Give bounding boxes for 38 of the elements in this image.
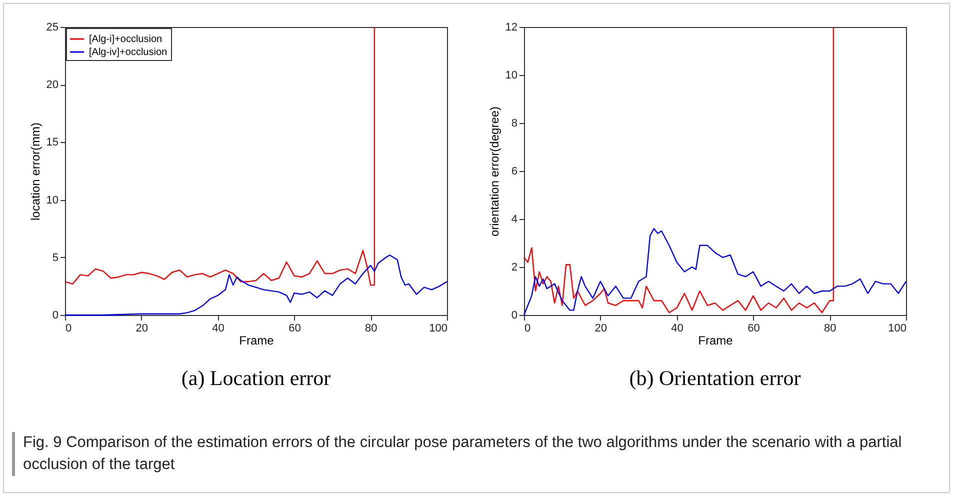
x-tick-label: 20 [136, 322, 148, 334]
y-tick-label: 5 [52, 252, 58, 264]
y-axis-title: location error(mm) [28, 122, 42, 221]
y-tick-label: 0 [511, 310, 518, 322]
x-tick-label: 0 [66, 322, 72, 334]
legend-label: [Alg-iv]+occlusion [89, 47, 168, 58]
y-tick-label: 2 [511, 262, 518, 274]
x-tick-label: 100 [888, 322, 906, 334]
x-tick-label: 60 [288, 322, 301, 334]
line-series [523, 228, 907, 316]
x-tick-label: 40 [671, 322, 684, 334]
y-tick-label: 20 [46, 79, 58, 92]
line-series [523, 26, 834, 314]
y-tick-label: 8 [511, 118, 518, 130]
y-tick-label: 10 [505, 70, 518, 82]
x-tick-label: 100 [429, 322, 448, 334]
caption: Fig. 9 Comparison of the estimation errors of the circular pose parameters of the two algorithms under the scenario with a partial occlusion of the target [12, 432, 948, 476]
x-tick-label: 80 [364, 322, 378, 334]
x-tick-label: 60 [748, 322, 760, 334]
y-tick-label: 6 [511, 166, 518, 178]
x-axis-title: Frame [698, 334, 734, 348]
y-tick-label: 10 [46, 194, 58, 206]
x-tick-label: 0 [524, 322, 531, 334]
x-tick-label: 40 [212, 322, 224, 334]
y-tick-label: 15 [46, 136, 58, 149]
legend-label: [Alg-i]+occlusion [89, 34, 162, 45]
text: (b) Orientation error [629, 366, 801, 390]
y-axis-title: orientation error(degree) [487, 106, 502, 237]
y-tick-label: 12 [505, 22, 518, 34]
x-tick-label: 80 [824, 322, 836, 334]
y-tick-label: 4 [511, 214, 518, 226]
text: (a) Location error [181, 366, 331, 390]
line-series [64, 26, 376, 286]
y-tick-label: 25 [46, 22, 58, 34]
x-axis-title: Frame [239, 334, 274, 348]
line-series [64, 254, 448, 316]
y-tick-label: 0 [52, 310, 58, 322]
x-tick-label: 20 [594, 322, 608, 334]
